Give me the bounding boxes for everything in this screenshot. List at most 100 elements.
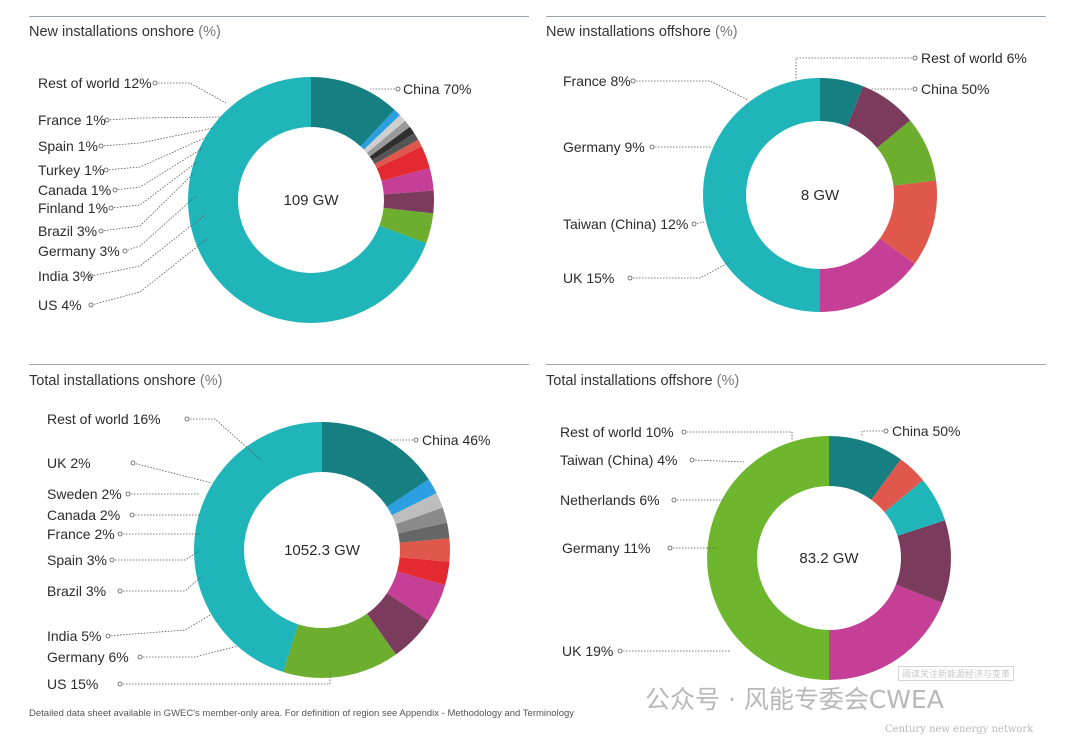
title-unit: (%)	[715, 24, 738, 40]
leader-line	[106, 116, 223, 121]
donut-slice	[397, 557, 450, 586]
donut-slice	[194, 422, 322, 672]
slice-label: UK 2%	[47, 455, 91, 471]
leader-dot	[108, 205, 114, 211]
panel-rule	[546, 364, 1046, 365]
leader-line	[155, 82, 227, 104]
leader-dot	[117, 531, 123, 537]
slice-label: China 46%	[422, 432, 491, 448]
slice-label: Brazil 3%	[47, 583, 106, 599]
panel-title-new-offshore: New installations offshore (%)	[546, 24, 738, 40]
slice-label: Germany 11%	[562, 540, 650, 556]
leader-line	[630, 261, 731, 279]
donut-slice	[376, 146, 430, 181]
donut-slice	[381, 167, 434, 195]
leader-line	[795, 57, 915, 80]
slice-label: Canada 2%	[47, 507, 120, 523]
donut-slice	[877, 120, 937, 186]
slice-label: Spain 1%	[38, 138, 98, 154]
donut-chart-2: 8 GW China 50% UK 15% Taiwan (China) 12% Ger…	[563, 50, 1027, 312]
slice-label: Germany 6%	[47, 649, 129, 665]
donut-slice	[374, 139, 422, 169]
donut-slice	[398, 522, 450, 543]
title-text: New installations onshore	[29, 24, 195, 40]
watermark-text: 公众号 · 风能专委会CWEA	[645, 685, 944, 714]
panel-rule	[29, 16, 529, 17]
leader-dot	[104, 117, 110, 123]
slice-label: US 15%	[47, 676, 98, 692]
leader-line	[120, 672, 331, 685]
leader-line	[112, 550, 200, 561]
donut-slice	[187, 77, 427, 323]
leader-dot	[184, 416, 190, 422]
donut-slice	[395, 507, 448, 534]
leader-dot	[627, 275, 633, 281]
slice-label: Rest of world 10%	[560, 424, 674, 440]
leader-dot	[98, 228, 104, 234]
leader-dot	[105, 633, 111, 639]
slice-label: Rest of world 16%	[47, 411, 161, 427]
leader-dot	[103, 167, 109, 173]
donut-chart-4: 83.2 GW China 50% UK 19% Germany 11% Netherl…	[560, 423, 961, 680]
leader-dot	[109, 557, 115, 563]
leader-line	[105, 136, 208, 171]
slice-label: US 4%	[38, 297, 82, 313]
slice-label: Finland 1%	[38, 200, 108, 216]
leader-dot	[617, 648, 623, 654]
donut-slice	[387, 479, 437, 516]
donut-slice	[820, 238, 915, 312]
slice-label: France 1%	[38, 112, 106, 128]
slice-label: Taiwan (China) 12%	[563, 216, 688, 232]
leader-line	[114, 147, 204, 191]
leader-dot	[912, 86, 918, 92]
leader-dot	[88, 302, 94, 308]
leader-dot	[88, 273, 94, 279]
panel-title-total-onshore: Total installations onshore (%)	[29, 373, 222, 389]
leader-dot	[671, 497, 677, 503]
leader-dot	[112, 187, 118, 193]
slice-label: Rest of world 12%	[38, 75, 152, 91]
slice-label: China 70%	[403, 81, 472, 97]
leader-line	[100, 172, 195, 232]
donut-slice	[707, 436, 829, 680]
slice-label: UK 15%	[563, 270, 614, 286]
title-unit: (%)	[198, 24, 221, 40]
leader-dot	[667, 545, 673, 551]
leader-line	[90, 214, 206, 277]
leader-dot	[122, 248, 128, 254]
leader-dot	[117, 588, 123, 594]
slice-label: Spain 3%	[47, 552, 107, 568]
leader-line	[110, 161, 198, 209]
slice-label: Germany 9%	[563, 139, 645, 155]
leader-line	[120, 575, 203, 592]
leader-dot	[117, 681, 123, 687]
leader-dot	[129, 512, 135, 518]
leader-dot	[152, 80, 158, 86]
slice-label: China 50%	[921, 81, 990, 97]
donut-center-label: 8 GW	[801, 187, 840, 204]
footnote: Detailed data sheet available in GWEC's …	[29, 708, 575, 719]
donut-slice	[379, 207, 434, 244]
leader-line	[691, 459, 745, 463]
donut-slice	[871, 459, 924, 513]
leader-dot	[649, 144, 655, 150]
donut-slice	[372, 133, 419, 165]
donut-slice	[847, 86, 911, 148]
leader-line	[100, 127, 215, 147]
slice-label: Rest of world 6%	[921, 50, 1027, 66]
donut-slice	[399, 538, 450, 562]
leader-dot	[130, 460, 136, 466]
leader-line	[124, 195, 197, 252]
leader-line	[90, 237, 209, 306]
leader-dot	[137, 654, 143, 660]
watermark-box: 阅读关注新能源经济与变革	[898, 666, 1015, 681]
panel-title-total-offshore: Total installations offshore (%)	[546, 373, 739, 389]
donut-slice	[367, 593, 429, 655]
watermark-subtext: Century new energy network	[885, 724, 1034, 735]
leader-dot	[689, 457, 695, 463]
donut-slice	[311, 77, 395, 147]
donut-slice	[895, 520, 951, 603]
donut-chart-3: 1052.3 GW China 46% US 15% Germany 6% India …	[47, 411, 491, 692]
